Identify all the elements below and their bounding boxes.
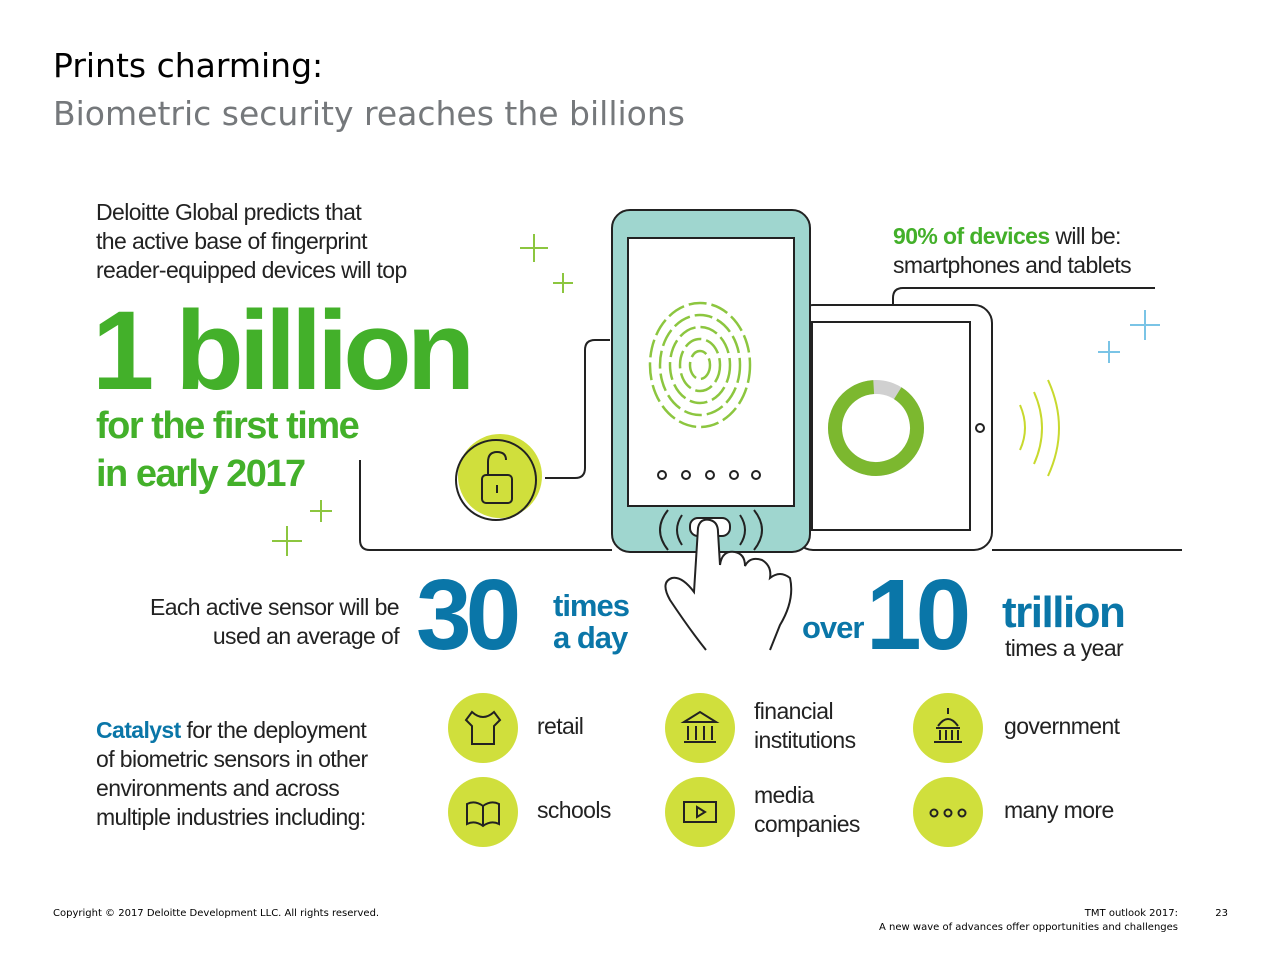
text-line: a day <box>553 620 628 655</box>
connector <box>545 339 610 479</box>
text-line: used an average of <box>212 623 400 649</box>
hand <box>664 518 793 651</box>
plus-signs <box>1098 310 1160 363</box>
catalyst-text: Catalyst for the deployment of biometric… <box>96 716 368 832</box>
text-line: many more <box>1004 796 1114 823</box>
copyright: Copyright © 2017 Deloitte Development LL… <box>53 908 380 919</box>
total-sub: times a year <box>1005 635 1124 661</box>
usage-number: 30 <box>416 559 521 671</box>
tablet-button <box>975 423 985 433</box>
connector <box>892 287 1155 368</box>
title: Prints charming: <box>53 46 324 85</box>
text-line: Deloitte Global predicts that <box>96 199 362 225</box>
industry-label: media companies <box>754 781 860 839</box>
headline: 1 billion <box>92 288 475 413</box>
usage-text: Each active sensor will be used an avera… <box>149 593 400 651</box>
text-line: schools <box>537 796 611 823</box>
headline-sub: for the first time in early 2017 <box>96 402 360 498</box>
text-line: of biometric sensors in other <box>96 746 368 772</box>
signal <box>1047 379 1060 477</box>
text-line: the active base of fingerprint <box>96 228 368 254</box>
text-line: environments and across <box>96 775 340 801</box>
text: for the deployment <box>180 717 367 743</box>
publication: TMT outlook 2017: <box>1084 908 1178 919</box>
tablet-screen <box>811 321 971 531</box>
plus-signs <box>272 234 573 556</box>
usage-prefix: over <box>802 610 864 645</box>
subtitle: Biometric security reaches the billions <box>53 94 685 133</box>
industry-label: schools <box>537 796 611 825</box>
text-line: Each active sensor will be <box>149 594 400 620</box>
page-number: 23 <box>1215 908 1228 919</box>
text-line: retail <box>537 712 584 739</box>
donut-arc <box>828 380 924 476</box>
text-line: multiple industries including: <box>96 804 366 830</box>
text-line: institutions <box>754 727 856 753</box>
total-unit: trillion <box>1002 588 1126 637</box>
total-number: 10 <box>866 559 971 671</box>
tablet <box>794 304 993 551</box>
text-line: for the first time <box>96 405 360 447</box>
connector <box>359 460 612 551</box>
text-line: financial <box>754 698 834 724</box>
lock <box>481 450 513 504</box>
industry-label: financial institutions <box>754 697 856 755</box>
usage-unit: times a day <box>553 588 630 655</box>
text-line: reader-equipped devices will top <box>96 257 407 283</box>
fingerprint <box>648 301 752 429</box>
industry-label: government <box>1004 712 1120 741</box>
signal <box>1033 391 1043 465</box>
text-line: in early 2017 <box>96 453 306 495</box>
signal <box>1019 404 1026 451</box>
industry-label: many more <box>1004 796 1114 825</box>
prediction-text: Deloitte Global predicts that the active… <box>96 198 407 285</box>
text-line: times <box>553 588 630 623</box>
devices-text: 90% of devices will be: smartphones and … <box>893 222 1132 280</box>
highlight: Catalyst <box>96 717 181 743</box>
phone-screen <box>627 237 795 507</box>
text: will be: <box>1049 223 1121 249</box>
text-line: media <box>754 782 814 808</box>
text-line: government <box>1004 712 1120 739</box>
text-line: smartphones and tablets <box>893 252 1132 278</box>
highlight: 90% of devices <box>893 223 1050 249</box>
industry-icons <box>448 693 983 847</box>
industry-label: retail <box>537 712 584 741</box>
text-line: companies <box>754 811 860 837</box>
publication-sub: A new wave of advances offer opportuniti… <box>879 922 1178 933</box>
